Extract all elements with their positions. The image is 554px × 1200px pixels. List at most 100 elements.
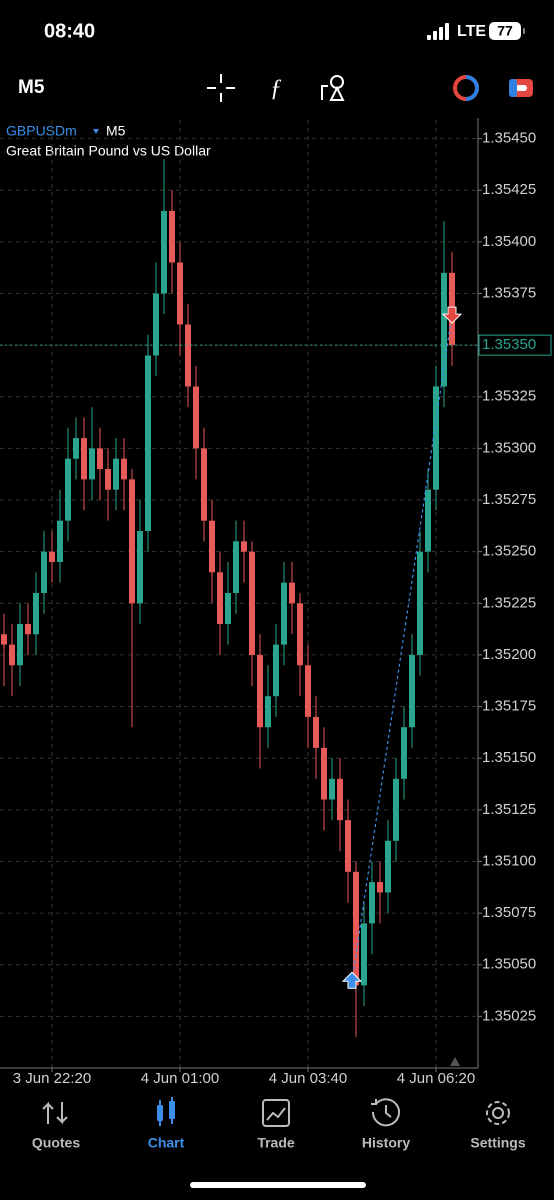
candle-body [369,882,375,924]
candle-body [313,716,319,748]
candle-body [169,210,175,263]
history-icon[interactable] [371,1098,400,1127]
y-tick-label: 1.35025 [482,1007,536,1024]
clock: 08:40 [44,20,95,42]
symbol[interactable]: GBPUSDm [6,123,77,139]
y-tick-label: 1.35300 [482,439,536,456]
account-icon[interactable] [509,79,533,97]
candle-body [73,438,79,459]
candle-body [425,489,431,552]
chart-area: 1.35025 1.35050 1.35075 1.35100 1.35125 1.351… [0,120,552,1087]
candle-body [273,644,279,697]
candle-body [417,551,423,655]
candle-body [65,458,71,521]
y-tick-label: 1.35225 [482,594,536,611]
chart-icon[interactable] [157,1097,175,1126]
candle-body [121,458,127,480]
y-tick-label: 1.35200 [482,646,536,663]
objects-icon[interactable] [321,75,345,101]
candle-body [1,634,7,645]
candle-body [161,210,167,294]
nav-label[interactable]: History [362,1135,410,1151]
candle-body [41,551,47,593]
y-tick-label: 1.35275 [482,491,536,508]
y-tick-label: 1.35400 [482,233,536,250]
candle-body [49,551,55,562]
nav-label[interactable]: Trade [257,1135,295,1151]
candle-body [249,551,255,655]
crosshair-icon[interactable] [207,74,235,102]
nav-label[interactable]: Settings [470,1135,525,1151]
candle-body [217,572,223,624]
symbol-dropdown[interactable] [93,129,99,134]
y-tick-label: 1.35375 [482,284,536,301]
y-tick-label: 1.35450 [482,130,536,147]
candle-body [289,582,295,604]
buy-arrow [341,971,363,989]
signal-icon [427,23,449,40]
network: LTE [457,23,486,40]
candle-body [321,747,327,800]
candle-body [353,871,359,986]
candle-body [137,531,143,604]
y-tick-label: 1.35125 [482,801,536,818]
bottom-nav: Quotes Chart Trade History Settings [32,1097,526,1151]
symbol-description: Great Britain Pound vs US Dollar [6,143,211,159]
candle-body [393,778,399,841]
candle-body [129,479,135,604]
last-price-label: 1.35350 [482,336,536,353]
candle-body [265,696,271,728]
nav-label[interactable]: Quotes [32,1135,80,1151]
candle-body [57,520,63,562]
candle-body [281,582,287,645]
home-indicator [190,1182,366,1188]
last-price-box [478,334,552,356]
candle-body [233,541,239,593]
candle-body [33,592,39,635]
candle-body [401,727,407,779]
x-tick-label: 4 Jun 06:20 [397,1070,475,1087]
candle-body [209,520,215,573]
candle-body [193,386,199,449]
y-tick-label: 1.35100 [482,852,536,869]
candle-body [145,355,151,532]
y-tick-label: 1.35150 [482,749,536,766]
trade-line [351,314,453,982]
trading-icon[interactable] [453,75,479,101]
candle-body [377,882,383,893]
quotes-icon[interactable] [42,1101,68,1125]
candle-body [17,623,23,666]
candle-body [257,654,263,728]
x-tick-label: 4 Jun 01:00 [141,1070,219,1087]
y-tick-label: 1.35050 [482,956,536,973]
indicators-icon[interactable]: ƒ [270,76,282,102]
x-tick-label: 3 Jun 22:20 [13,1070,91,1087]
nav-label[interactable]: Chart [148,1135,185,1151]
candle-body [241,541,247,552]
y-tick-label: 1.35075 [482,904,536,921]
candle-body [433,386,439,490]
trade-icon[interactable] [262,1099,290,1127]
candle-body [441,272,447,387]
candle-body [201,448,207,521]
candle-body [177,262,183,325]
candle-body [89,448,95,480]
candle-body [113,458,119,490]
y-tick-label: 1.35425 [482,181,536,198]
y-tick-label: 1.35175 [482,698,536,715]
candle-body [329,778,335,800]
battery-level: 77 [497,23,513,39]
candle-body [185,324,191,387]
settings-icon[interactable] [486,1101,510,1125]
shift-marker[interactable] [450,1057,460,1066]
x-tick-label: 4 Jun 03:40 [269,1070,347,1087]
candle-body [361,923,367,986]
timeframe-button[interactable]: M5 [18,77,45,98]
candle-body [225,592,231,624]
y-tick-label: 1.35250 [482,543,536,560]
candle-body [105,469,111,490]
battery [489,22,521,40]
chart-timeframe: M5 [106,123,126,139]
